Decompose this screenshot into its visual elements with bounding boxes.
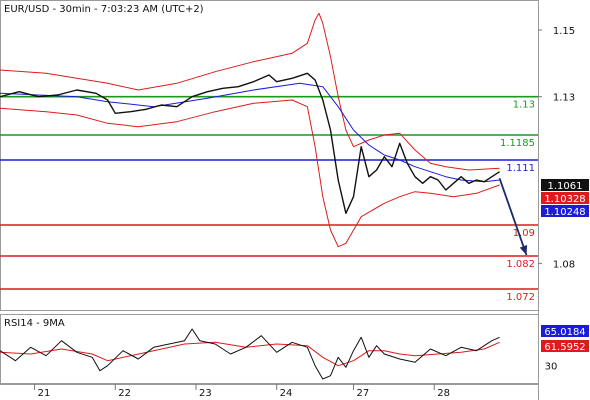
axis-labels-group: 1.151.131.087030212223242728 [34,26,575,399]
level-label-1: 1.1185 [500,138,535,149]
x-tick-label-3: 24 [280,388,293,399]
price-series-group [0,12,528,256]
level-label-0: 1.13 [513,100,535,111]
level-label-5: 1.072 [506,292,535,303]
support-resistance-levels: 1.13 1.1185 1.111 1.09 1.082 1.072 [0,95,538,303]
rsi-series-group [0,328,500,380]
x-tick-label-0: 21 [38,388,51,399]
rsi-panel-title: RSI14 - 9MA [4,318,65,329]
price-badge-2-box [541,205,589,217]
y-tick-label-2: 1.08 [553,259,575,270]
price-badge-1-box [541,192,589,204]
x-tick-label-5: 28 [437,388,450,399]
rsi-value-badge-box [541,325,589,337]
price-badge-2-label: 1.10248 [544,207,585,218]
x-tick-label-2: 23 [199,388,212,399]
level-label-4: 1.082 [506,259,535,270]
lower-bollinger-band [0,99,500,248]
chart-title: EUR/USD - 30min - 7:03:23 AM (UTC+2) [4,4,204,15]
price-badge-1-label: 1.10328 [544,194,585,205]
moving-average-line [0,82,500,183]
rsi-tick-label-1: 30 [545,362,558,373]
rsi-value-badge-label: 65.0184 [544,327,585,338]
forecast-arrow-shaft [498,178,528,256]
price-panel-frame [0,0,539,311]
forecast-arrow-head-icon [519,245,528,255]
level-label-2: 1.111 [506,163,535,174]
upper-bollinger-band [0,12,500,171]
x-tick-label-4: 27 [357,388,370,399]
level-label-3: 1.09 [513,228,535,239]
price-badges-group: 1.1061 1.10328 1.10248 65.0184 61.5952 [541,179,589,353]
rsi-ma-value-badge-label: 61.5952 [544,342,585,353]
price-badge-0-label: 1.1061 [548,181,583,192]
price-line [0,72,500,215]
price-badge-0-box [541,179,589,191]
rsi-ma-value-badge-box [541,340,589,352]
x-tick-label-1: 22 [118,388,131,399]
y-tick-label-0: 1.15 [553,26,575,37]
rsi-line [0,328,500,380]
y-tick-label-1: 1.13 [553,93,575,104]
